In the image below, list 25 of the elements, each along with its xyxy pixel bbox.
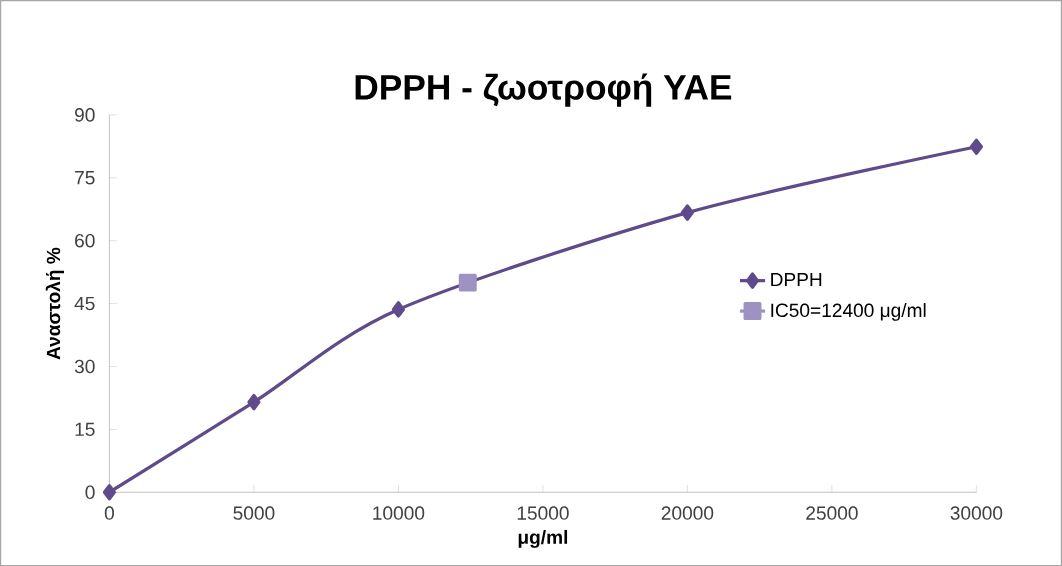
point <box>680 204 694 221</box>
y-tick-label: 15 <box>75 422 95 436</box>
y-tick-label: 45 <box>74 296 95 311</box>
y-tick-label: 90 <box>75 108 95 122</box>
point <box>969 138 983 155</box>
x-tick-label: 25000 <box>806 506 858 520</box>
chart-title: DPPH - ζωοτροφή YAE <box>355 73 732 107</box>
legend-label: IC50=12400 μg/ml <box>771 302 926 321</box>
legend-label: DPPH <box>771 272 822 287</box>
y-axis-title: Αναστολή % <box>45 247 65 360</box>
y-tick-label: 30 <box>74 359 95 374</box>
y-tick-label: 75 <box>75 171 95 185</box>
point <box>458 273 477 292</box>
x-tick-label: 20000 <box>661 506 714 520</box>
y-tick-label: 60 <box>75 233 95 248</box>
x-tick-label: 5000 <box>233 506 275 520</box>
x-tick-label: 0 <box>104 506 114 520</box>
y-tick-label: 0 <box>85 485 95 499</box>
point <box>247 393 261 411</box>
x-tick-label: 30000 <box>950 506 1003 520</box>
point <box>102 483 116 501</box>
x-tick-label: 15000 <box>517 506 569 520</box>
x-tick-label: 10000 <box>373 506 425 520</box>
x-axis-title: μg/ml <box>518 529 568 548</box>
point <box>391 301 405 318</box>
